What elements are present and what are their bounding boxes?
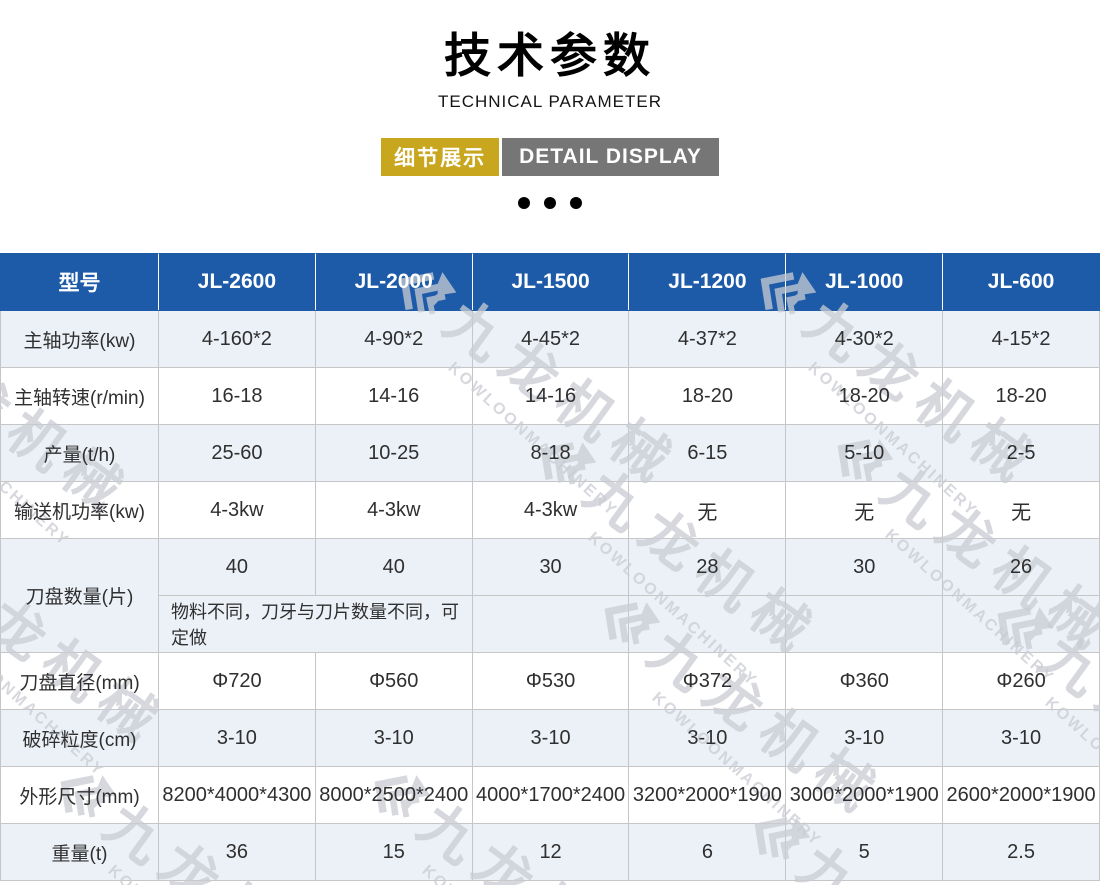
table-header-row: 型号 JL-2600 JL-2000 JL-1500 JL-1200 JL-10… — [0, 253, 1100, 311]
row-label-spindle-power: 主轴功率(kw) — [0, 310, 159, 368]
table-cell-empty — [785, 595, 944, 653]
table-cell: Φ260 — [942, 652, 1100, 710]
table-cell: 4000*1700*2400 — [471, 766, 630, 824]
dot-icon — [518, 197, 530, 210]
table-cell: 28 — [628, 538, 787, 596]
table-cell: 3-10 — [628, 709, 787, 767]
row-label-dimensions: 外形尺寸(mm) — [0, 766, 159, 824]
blade-note-cell: 物料不同，刀牙与刀片数量不同，可定做 — [158, 595, 473, 653]
dots-divider — [0, 197, 1100, 210]
table-cell: 6 — [628, 823, 787, 881]
table-row-spindle-speed: 主轴转速(r/min) 16-18 14-16 14-16 18-20 18-2… — [0, 367, 1100, 425]
parameters-table: 型号 JL-2600 JL-2000 JL-1500 JL-1200 JL-10… — [0, 253, 1100, 881]
table-cell: 无 — [628, 481, 787, 539]
table-cell: 6-15 — [628, 424, 787, 482]
row-label-blade-count: 刀盘数量(片) — [0, 538, 159, 653]
table-row-spindle-power: 主轴功率(kw) 4-160*2 4-90*2 4-45*2 4-37*2 4-… — [0, 310, 1100, 368]
table-cell: 2-5 — [942, 424, 1100, 482]
table-cell: 26 — [942, 538, 1100, 596]
row-label-conveyor-power: 输送机功率(kw) — [0, 481, 159, 539]
row-label-spindle-speed: 主轴转速(r/min) — [0, 367, 159, 425]
table-cell-empty — [628, 595, 787, 653]
table-row-dimensions: 外形尺寸(mm) 8200*4000*4300 8000*2500*2400 4… — [0, 766, 1100, 824]
table-cell: 2.5 — [942, 823, 1100, 881]
table-cell: 10-25 — [314, 424, 473, 482]
table-cell: 40 — [158, 538, 316, 596]
table-cell: 4-3kw — [471, 481, 630, 539]
table-cell: Φ560 — [314, 652, 473, 710]
table-cell: 4-90*2 — [314, 310, 473, 368]
table-cell: 3200*2000*1900 — [628, 766, 787, 824]
table-cell: 14-16 — [471, 367, 630, 425]
column-header-jl-2000: JL-2000 — [314, 253, 473, 311]
table-cell: 14-16 — [314, 367, 473, 425]
column-header-jl-2600: JL-2600 — [158, 253, 316, 311]
table-cell: 4-160*2 — [158, 310, 316, 368]
table-cell: 8200*4000*4300 — [158, 766, 316, 824]
table-cell: 3-10 — [158, 709, 316, 767]
table-cell: 8000*2500*2400 — [314, 766, 473, 824]
page-title: 技术参数 — [444, 29, 656, 82]
table-cell: Φ530 — [471, 652, 630, 710]
table-cell: 5-10 — [785, 424, 944, 482]
column-header-jl-600: JL-600 — [942, 253, 1100, 311]
table-cell: 4-30*2 — [785, 310, 944, 368]
page-subtitle: TECHNICAL PARAMETER — [438, 92, 662, 112]
detail-badge-en: DETAIL DISPLAY — [502, 138, 719, 177]
column-header-jl-1500: JL-1500 — [471, 253, 630, 311]
table-cell: 30 — [785, 538, 944, 596]
table-cell: 16-18 — [158, 367, 316, 425]
table-cell: 无 — [785, 481, 944, 539]
table-cell: 18-20 — [628, 367, 787, 425]
table-cell: 4-37*2 — [628, 310, 787, 368]
table-cell: 4-3kw — [314, 481, 473, 539]
detail-badge-cn: 细节展示 — [381, 138, 500, 177]
detail-badge: 细节展示 DETAIL DISPLAY — [381, 138, 719, 177]
table-row-crushed-size: 破碎粒度(cm) 3-10 3-10 3-10 3-10 3-10 3-10 — [0, 709, 1100, 767]
table-cell: 18-20 — [785, 367, 944, 425]
table-cell: 15 — [314, 823, 473, 881]
column-header-jl-1200: JL-1200 — [628, 253, 787, 311]
table-cell: 4-15*2 — [942, 310, 1100, 368]
table-cell: 12 — [471, 823, 630, 881]
table-row-blade-count: 刀盘数量(片) 40 40 30 28 30 26 — [0, 538, 1100, 653]
hero-section: 技术参数 TECHNICAL PARAMETER 细节展示 DETAIL DIS… — [0, 0, 1100, 210]
table-cell: 4-45*2 — [471, 310, 630, 368]
table-cell: 18-20 — [942, 367, 1100, 425]
row-label-output: 产量(t/h) — [0, 424, 159, 482]
table-cell: 8-18 — [471, 424, 630, 482]
table-cell: 30 — [471, 538, 630, 596]
row-label-crushed-size: 破碎粒度(cm) — [0, 709, 159, 767]
table-cell: 4-3kw — [158, 481, 316, 539]
table-cell: 3-10 — [471, 709, 630, 767]
table-row-conveyor-power: 输送机功率(kw) 4-3kw 4-3kw 4-3kw 无 无 无 — [0, 481, 1100, 539]
table-row-output: 产量(t/h) 25-60 10-25 8-18 6-15 5-10 2-5 — [0, 424, 1100, 482]
table-cell: 40 — [314, 538, 473, 596]
table-cell: 3-10 — [942, 709, 1100, 767]
table-cell: Φ360 — [785, 652, 944, 710]
table-cell: 36 — [158, 823, 316, 881]
table-cell-empty — [471, 595, 630, 653]
table-cell: 3-10 — [314, 709, 473, 767]
column-header-jl-1000: JL-1000 — [785, 253, 944, 311]
table-cell: Φ372 — [628, 652, 787, 710]
table-row-weight: 重量(t) 36 15 12 6 5 2.5 — [0, 823, 1100, 881]
table-cell: 5 — [785, 823, 944, 881]
row-label-blade-diameter: 刀盘直径(mm) — [0, 652, 159, 710]
table-row-blade-diameter: 刀盘直径(mm) Φ720 Φ560 Φ530 Φ372 Φ360 Φ260 — [0, 652, 1100, 710]
dot-icon — [544, 197, 556, 210]
table-row-blade-note: 物料不同，刀牙与刀片数量不同，可定做 — [1, 595, 1100, 653]
table-cell-empty — [942, 595, 1100, 653]
column-header-model: 型号 — [0, 253, 159, 311]
table-cell: 2600*2000*1900 — [942, 766, 1100, 824]
row-label-weight: 重量(t) — [0, 823, 159, 881]
table-cell: 3-10 — [785, 709, 944, 767]
table-cell: 25-60 — [158, 424, 316, 482]
table-cell: 3000*2000*1900 — [785, 766, 944, 824]
dot-icon — [570, 197, 582, 210]
table-cell: 无 — [942, 481, 1100, 539]
table-cell: Φ720 — [158, 652, 316, 710]
